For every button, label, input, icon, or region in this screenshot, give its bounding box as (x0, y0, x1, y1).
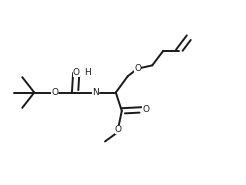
Text: O: O (134, 64, 141, 73)
Text: H: H (84, 68, 91, 77)
Text: N: N (92, 88, 99, 97)
Text: O: O (115, 125, 122, 134)
Text: O: O (51, 88, 58, 97)
Text: O: O (142, 105, 149, 114)
Text: O: O (73, 68, 80, 77)
